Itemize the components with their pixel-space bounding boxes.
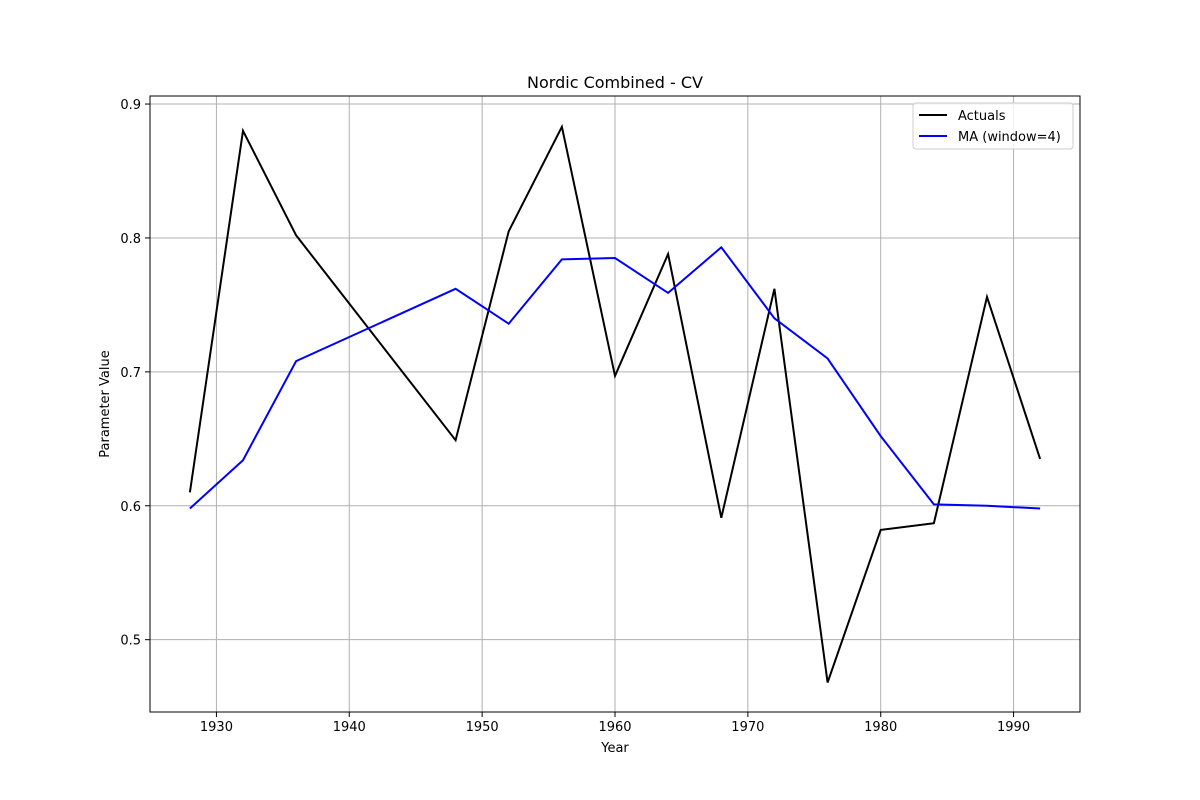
y-tick-label: 0.5 bbox=[120, 634, 141, 649]
series-layer bbox=[188, 123, 1042, 683]
legend-label: Actuals bbox=[958, 109, 1006, 124]
y-tick-label: 0.8 bbox=[120, 232, 141, 247]
y-tick-label: 0.7 bbox=[120, 366, 141, 381]
x-axis: 1930 1940 1950 1960 1970 1980 1990 bbox=[200, 712, 1030, 735]
y-axis: 0.5 0.6 0.7 0.8 0.9 bbox=[120, 98, 150, 649]
x-tick-label: 1990 bbox=[997, 720, 1030, 735]
chart-title: Nordic Combined - CV bbox=[527, 73, 703, 92]
x-tick-label: 1970 bbox=[731, 720, 764, 735]
legend: Actuals MA (window=4) bbox=[912, 102, 1074, 150]
x-axis-label: Year bbox=[600, 741, 629, 756]
legend-label: MA (window=4) bbox=[958, 130, 1061, 145]
x-tick-label: 1950 bbox=[466, 720, 499, 735]
series-line-moving-average bbox=[189, 245, 1041, 510]
x-tick-label: 1940 bbox=[333, 720, 366, 735]
x-tick-label: 1980 bbox=[864, 720, 897, 735]
x-tick-label: 1960 bbox=[598, 720, 631, 735]
series-line-actuals bbox=[188, 123, 1042, 683]
y-tick-label: 0.6 bbox=[120, 500, 141, 515]
y-axis-label: Parameter Value bbox=[98, 350, 113, 457]
y-tick-label: 0.9 bbox=[120, 98, 141, 113]
x-tick-label: 1930 bbox=[200, 720, 233, 735]
legend-box bbox=[912, 102, 1074, 150]
